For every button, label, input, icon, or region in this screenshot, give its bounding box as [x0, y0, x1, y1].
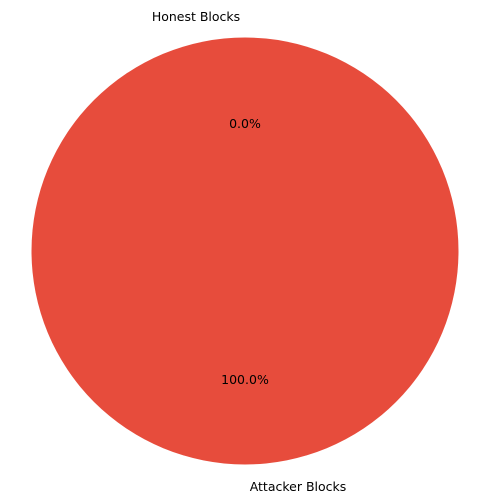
- slice-percent-attacker-blocks: 100.0%: [221, 372, 269, 387]
- pie-slices: [31, 37, 459, 465]
- pie-slice-attacker-blocks: [31, 37, 459, 465]
- slice-label-attacker-blocks: Attacker Blocks: [250, 479, 347, 494]
- slice-percent-honest-blocks: 0.0%: [229, 116, 261, 131]
- slice-label-honest-blocks: Honest Blocks: [152, 9, 240, 24]
